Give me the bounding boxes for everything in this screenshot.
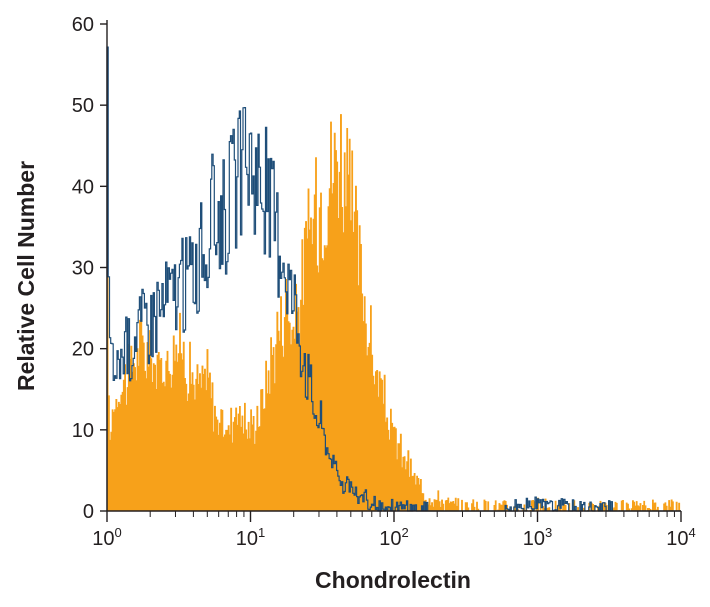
y-tick-label: 30 [72,258,94,280]
x-tick-label: 102 [379,525,408,550]
y-tick-label: 50 [72,95,94,117]
y-axis-title: Relative Cell Number [13,161,39,391]
x-axis-title: Chondrolectin [315,567,471,593]
x-tick-label: 103 [523,525,552,550]
x-tick-label: 101 [236,525,265,550]
y-tick-label: 0 [83,501,94,523]
y-tick-label: 10 [72,420,94,442]
series-layer [106,46,681,512]
y-tick-label: 40 [72,176,94,198]
x-tick-label: 100 [92,525,121,550]
y-tick-label: 20 [72,339,94,361]
x-axis-ticks: 100 101 102 103 104 [92,511,696,550]
y-axis-ticks: 0 10 20 30 40 50 60 [72,14,107,523]
y-tick-label: 60 [72,14,94,36]
control-histogram-outline [106,46,681,512]
axes-layer: 0 10 20 30 40 50 60 100 101 102 103 104 [72,14,696,550]
filled-histogram [106,114,681,512]
x-tick-label: 104 [666,525,695,550]
